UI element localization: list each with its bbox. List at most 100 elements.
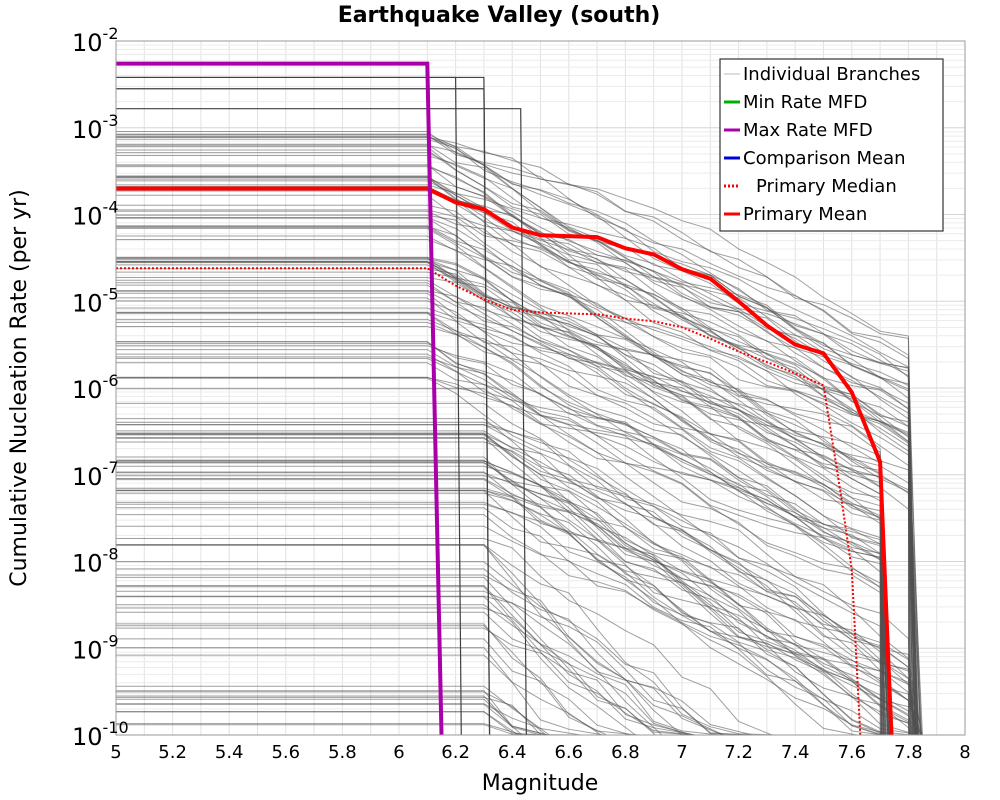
branch-line xyxy=(116,297,882,736)
branch-line xyxy=(116,341,881,736)
branch-line xyxy=(116,433,910,736)
y-tick-label: 10-4 xyxy=(72,198,119,231)
branch-line xyxy=(116,388,923,736)
branch-line xyxy=(116,433,917,736)
x-tick-label: 5.4 xyxy=(215,742,244,763)
x-tick-label: 7.2 xyxy=(724,742,753,763)
branch-line xyxy=(116,134,910,736)
branch-line xyxy=(116,341,890,736)
branch-line xyxy=(116,514,857,736)
y-tick-label: 10-10 xyxy=(72,718,129,751)
branch-line xyxy=(116,711,519,736)
branch-line xyxy=(116,225,914,736)
y-axis-label: Cumulative Nucleation Rate (per yr) xyxy=(7,189,32,587)
y-tick-label: 10-2 xyxy=(72,24,119,57)
y-tick-labels: 10-2 10-3 10-4 10-5 10-6 10-7 10-8 10-9 10-10 xyxy=(72,24,129,751)
branch-line xyxy=(116,561,747,736)
branch-line xyxy=(116,685,550,736)
branch-line xyxy=(116,261,885,736)
branch-line xyxy=(116,307,890,736)
x-tick-label: 5.6 xyxy=(271,742,300,763)
branch-line xyxy=(116,402,917,736)
branch-line xyxy=(116,462,913,736)
x-tick-label: 5.8 xyxy=(328,742,357,763)
branch-line xyxy=(116,217,917,736)
branch-line xyxy=(116,290,883,736)
branch-line xyxy=(116,357,885,736)
branch-line xyxy=(116,282,886,736)
branch-line xyxy=(116,164,920,736)
series-max-rate-mfd xyxy=(116,61,444,736)
branch-line xyxy=(116,189,923,736)
x-tick-labels: 5 5.2 5.4 5.6 5.8 6 6.2 6.4 6.6 6.8 7 7.2 7.4 7.6 7.8 8 xyxy=(110,742,970,763)
y-tick-label: 10-5 xyxy=(72,284,119,317)
branch-line xyxy=(116,574,683,736)
branch-line xyxy=(116,257,889,736)
branch-line xyxy=(116,586,692,736)
branch-line xyxy=(116,279,884,736)
branch-line xyxy=(116,133,917,736)
x-tick-label: 6.4 xyxy=(498,742,527,763)
legend-label: Individual Branches xyxy=(743,64,920,85)
branch-line xyxy=(116,138,918,736)
branch-line xyxy=(116,424,923,736)
y-tick-label: 10-9 xyxy=(72,631,119,664)
legend-box xyxy=(719,58,944,232)
series-primary-median xyxy=(116,267,862,736)
branch-line xyxy=(116,239,919,736)
branch-line xyxy=(116,690,547,736)
branch-line xyxy=(116,136,921,736)
branch-line xyxy=(116,108,527,736)
branch-line xyxy=(116,349,892,736)
branch-line xyxy=(116,235,919,736)
branch-line xyxy=(116,178,910,736)
x-axis-label: Magnitude xyxy=(482,771,599,796)
branch-line xyxy=(116,544,724,736)
branch-line xyxy=(116,489,920,736)
x-tick-label: 7.6 xyxy=(837,742,866,763)
branch-line xyxy=(116,152,917,736)
series-primary-mean xyxy=(116,186,894,736)
branch-line xyxy=(116,465,914,736)
series-lines xyxy=(116,61,894,736)
legend-label: Comparison Mean xyxy=(743,148,906,169)
branch-line xyxy=(116,437,913,736)
branch-line xyxy=(116,186,914,736)
x-tick-label: 6.2 xyxy=(441,742,470,763)
legend: Individual Branches Min Rate MFD Max Rate … xyxy=(719,58,944,232)
branch-line xyxy=(116,625,631,736)
branch-line xyxy=(116,146,910,736)
legend-label: Max Rate MFD xyxy=(743,120,873,141)
branch-line xyxy=(116,76,491,736)
individual-branches xyxy=(116,76,923,736)
branch-line xyxy=(116,204,919,736)
y-tick-label: 10-8 xyxy=(72,545,119,578)
branch-line xyxy=(116,210,916,736)
branch-line xyxy=(116,432,917,736)
legend-label: Primary Mean xyxy=(743,204,867,225)
branch-line xyxy=(116,343,894,736)
y-tick-label: 10-3 xyxy=(72,111,119,144)
x-tick-label: 8 xyxy=(959,742,970,763)
branch-line xyxy=(116,479,914,736)
x-tick-label: 5.2 xyxy=(158,742,187,763)
branch-line xyxy=(116,437,912,736)
x-tick-label: 7 xyxy=(676,742,687,763)
branch-line xyxy=(116,627,694,736)
branch-line xyxy=(116,262,893,736)
y-tick-label: 10-6 xyxy=(72,371,119,404)
plot-frame xyxy=(115,40,966,736)
branch-line xyxy=(116,264,882,736)
branch-line xyxy=(116,312,889,736)
branch-line xyxy=(116,501,892,736)
branch-line xyxy=(116,258,886,736)
legend-label: Min Rate MFD xyxy=(743,92,867,113)
branch-line xyxy=(116,604,720,736)
branch-line xyxy=(116,284,890,736)
x-tick-label: 7.4 xyxy=(781,742,810,763)
branch-line xyxy=(116,136,918,736)
branch-line xyxy=(116,292,882,736)
branch-line xyxy=(116,424,915,736)
branch-line xyxy=(116,459,917,736)
